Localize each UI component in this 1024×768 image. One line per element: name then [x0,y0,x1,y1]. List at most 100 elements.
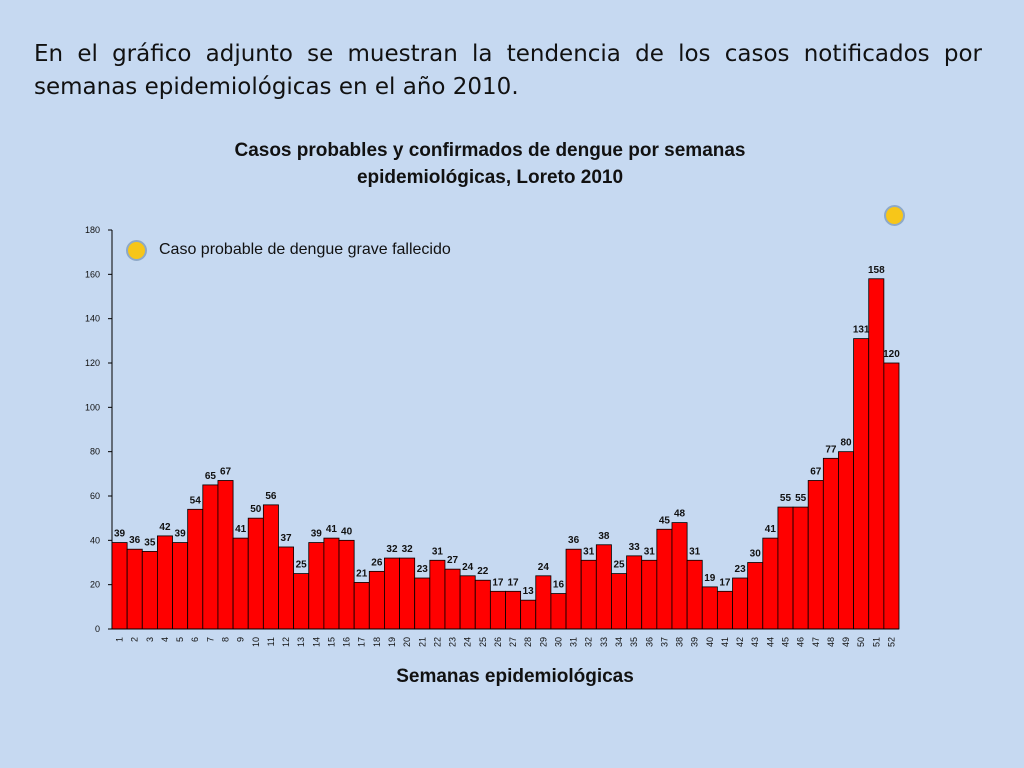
x-tick-label: 22 [432,637,442,647]
bar-value-label: 32 [402,544,414,555]
bar [111,542,128,630]
bar-value-label: 23 [417,564,429,575]
x-tick-label: 46 [796,637,806,647]
bar-value-label: 35 [144,537,156,548]
bar [202,484,219,630]
bar-value-label: 37 [280,533,292,544]
bar-value-label: 23 [735,564,747,575]
bar [565,548,582,630]
legend-label: Caso probable de dengue grave fallecido [159,241,451,258]
bar [716,590,733,630]
bar [777,506,794,630]
x-tick-label: 7 [205,637,215,642]
bar-value-label: 25 [613,560,625,571]
x-tick-label: 32 [584,637,594,647]
bar [368,570,385,630]
x-tick-label: 23 [448,637,458,647]
x-tick-label: 25 [478,637,488,647]
bar [671,522,688,630]
x-tick-label: 31 [569,637,579,647]
bar [656,528,673,630]
x-tick-label: 52 [886,637,896,647]
y-tick-label: 60 [90,491,100,501]
bar [399,557,416,630]
y-tick-label: 0 [95,624,100,634]
bar [807,480,824,630]
x-tick-label: 41 [720,637,730,647]
x-tick-label: 47 [811,637,821,647]
bar-value-label: 41 [326,524,338,535]
bar-value-label: 45 [659,515,671,526]
bar-value-label: 65 [205,471,217,482]
x-tick-label: 38 [675,637,685,647]
x-tick-label: 19 [387,637,397,647]
x-tick-label: 39 [690,637,700,647]
y-tick-label: 40 [90,535,100,545]
x-tick-label: 34 [614,637,624,647]
bar [353,582,370,630]
bar [474,579,491,630]
bar-value-label: 32 [386,544,398,555]
y-tick-label: 120 [85,358,100,368]
x-tick-label: 5 [175,637,185,642]
bar [232,537,249,630]
bar [747,562,764,630]
bar-value-label: 67 [220,466,232,477]
y-tick-label: 160 [85,269,100,279]
bar-value-label: 80 [840,438,852,449]
bar [157,535,173,630]
x-tick-label: 1 [115,637,125,642]
bar-value-label: 39 [175,529,187,540]
bar-value-label: 48 [674,509,686,520]
bar-value-label: 55 [780,493,792,504]
bar-value-label: 42 [159,522,171,533]
bar [217,480,234,630]
x-tick-label: 40 [705,637,715,647]
bar [868,278,885,630]
bar [580,559,597,630]
x-tick-label: 44 [765,637,775,647]
bar [429,559,446,630]
bar-value-label: 17 [719,577,731,588]
x-tick-label: 18 [372,637,382,647]
bar-value-label: 26 [371,557,383,568]
legend-marker-icon [126,239,147,261]
bar [792,506,809,630]
bar-value-label: 17 [508,577,520,588]
y-tick-label: 80 [90,447,100,457]
bar-value-label: 39 [114,529,126,540]
bar [384,557,400,630]
bar-value-label: 27 [447,555,459,566]
x-tick-label: 4 [160,637,170,642]
bar [126,548,143,630]
bar-value-label: 24 [462,562,474,573]
x-tick-label: 9 [236,637,246,642]
x-tick-label: 27 [508,637,518,647]
x-tick-label: 37 [659,637,669,647]
bar [278,546,295,630]
x-tick-label: 49 [841,637,851,647]
x-tick-label: 45 [780,637,790,647]
bar [641,559,658,630]
bar-value-label: 77 [825,444,837,455]
x-tick-label: 14 [311,637,321,647]
bar-value-label: 33 [629,542,641,553]
bar [762,537,779,630]
x-tick-label: 24 [463,637,473,647]
x-tick-label: 33 [599,637,609,647]
bar-value-label: 16 [553,580,565,591]
y-tick-label: 100 [85,402,100,412]
x-tick-label: 42 [735,637,745,647]
y-tick-label: 180 [85,225,100,235]
x-axis-title: Semanas epidemiológicas [396,666,634,687]
bar-value-label: 55 [795,493,807,504]
x-tick-label: 15 [326,637,336,647]
bar [338,539,355,630]
bar-value-label: 31 [583,546,595,557]
bar-value-label: 41 [765,524,777,535]
x-tick-label: 26 [493,637,503,647]
bar [293,573,310,630]
chart-legend: Caso probable de dengue grave fallecido [126,238,451,262]
bar [626,555,643,630]
